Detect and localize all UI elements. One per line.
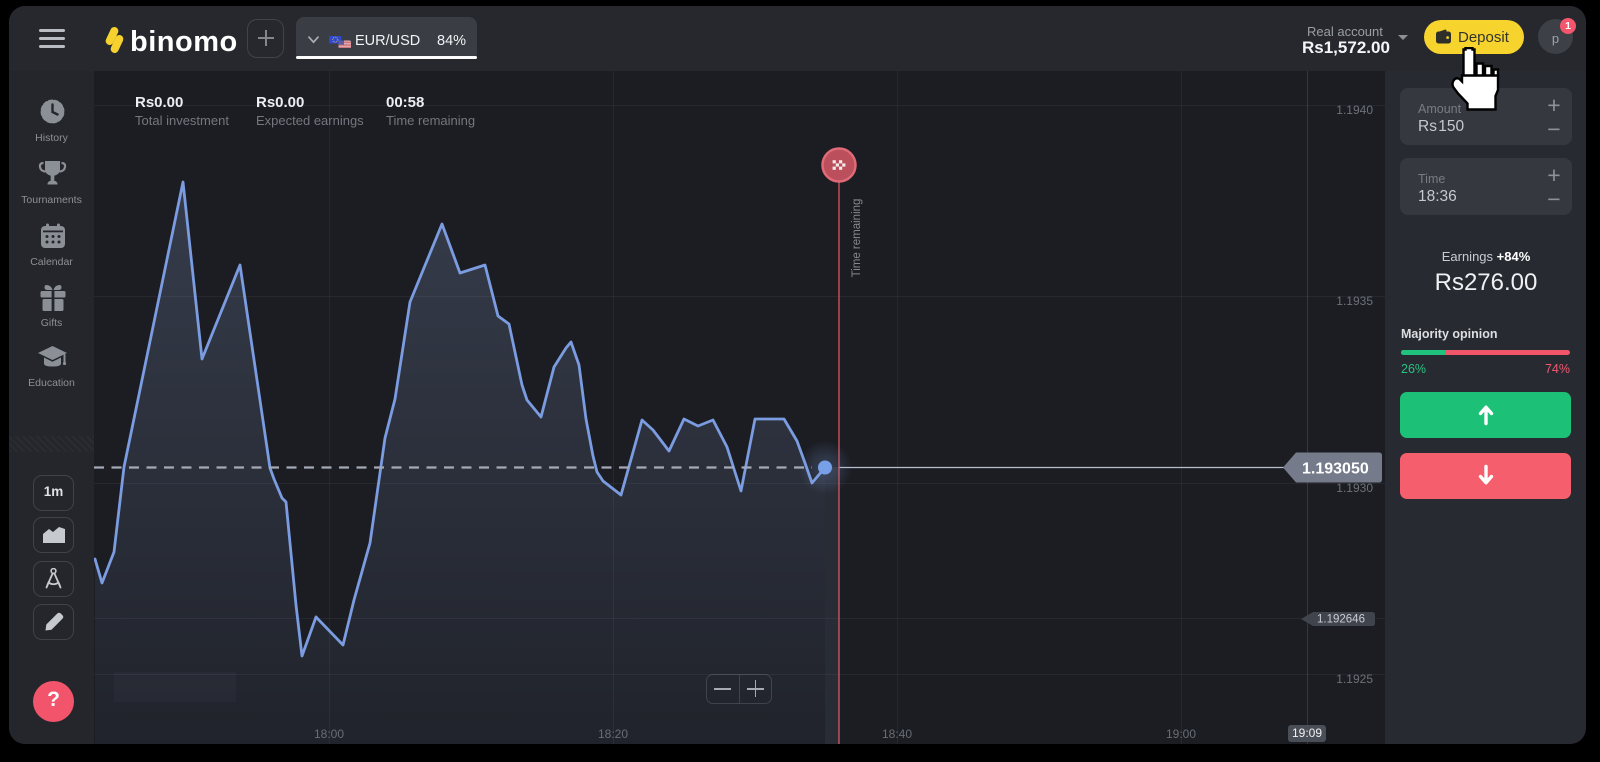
svg-text:1.193050: 1.193050 [1302,461,1369,478]
svg-text:Time remaining: Time remaining [851,199,863,278]
svg-text:1.192646: 1.192646 [1317,614,1365,626]
